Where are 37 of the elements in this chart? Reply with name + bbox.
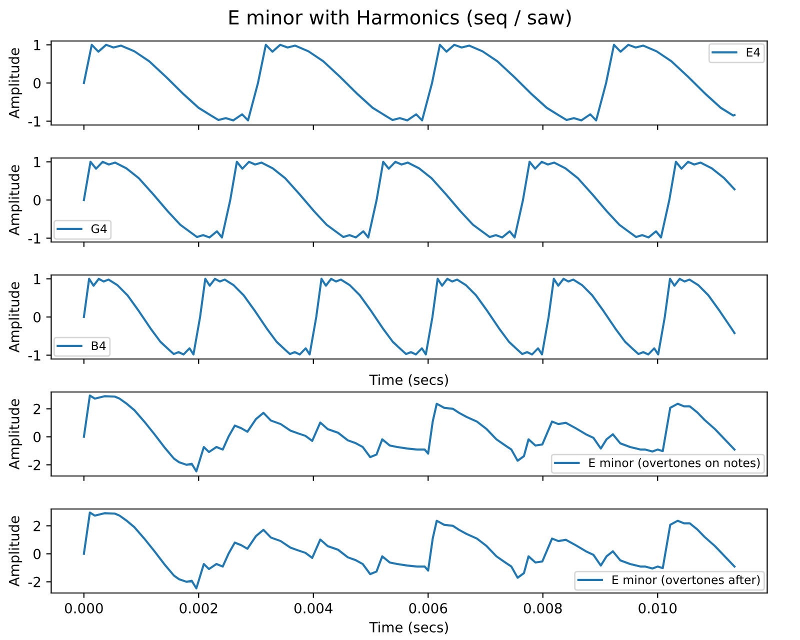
line-series [82, 160, 736, 238]
y-tick-label: 1 [34, 156, 40, 168]
y-tick-label: 1 [34, 40, 40, 50]
y-axis-title: Amplitude [8, 48, 22, 118]
line-series [82, 44, 736, 122]
y-tick-label: 0 [34, 78, 41, 88]
y-axis-title: Amplitude [8, 165, 22, 236]
legend-label: E4 [746, 48, 760, 56]
y-axis-title: Amplitude [8, 282, 22, 352]
y-tick-label: -1 [28, 350, 40, 360]
line-series [82, 278, 736, 356]
x-tick-label: 0.008 [524, 602, 562, 614]
legend-label: B4 [92, 341, 106, 350]
y-tick-label: 0 [34, 548, 41, 560]
y-axis-title: Amplitude [8, 399, 22, 470]
legend-label: E minor (overtones after) [612, 575, 760, 586]
x-axis-title: Time (secs) [369, 622, 448, 634]
y-tick-label: -2 [28, 576, 40, 588]
legend-label: G4 [91, 224, 107, 234]
y-axis-title: Amplitude [8, 516, 22, 586]
chart-title: E minor with Harmonics (seq / saw) [229, 10, 571, 28]
x-tick-label: 0.004 [294, 602, 332, 614]
y-tick-label: 0 [34, 194, 41, 206]
y-tick-label: -1 [28, 233, 40, 244]
y-tick-label: -1 [28, 116, 40, 126]
y-tick-label: 0 [34, 432, 41, 442]
y-tick-label: -2 [28, 460, 40, 470]
x-tick-label: 0.000 [64, 602, 103, 614]
x-tick-label: 0.002 [180, 602, 218, 614]
x-tick-label: 0.006 [409, 602, 448, 614]
legend-label: E minor (overtones on notes) [589, 458, 760, 469]
x-axis-title: Time (secs) [369, 374, 448, 387]
y-tick-label: 2 [34, 520, 40, 532]
y-tick-label: 0 [34, 312, 41, 322]
y-tick-label: 2 [34, 404, 40, 414]
x-tick-label: 0.010 [638, 602, 677, 614]
y-tick-label: 1 [34, 274, 40, 284]
